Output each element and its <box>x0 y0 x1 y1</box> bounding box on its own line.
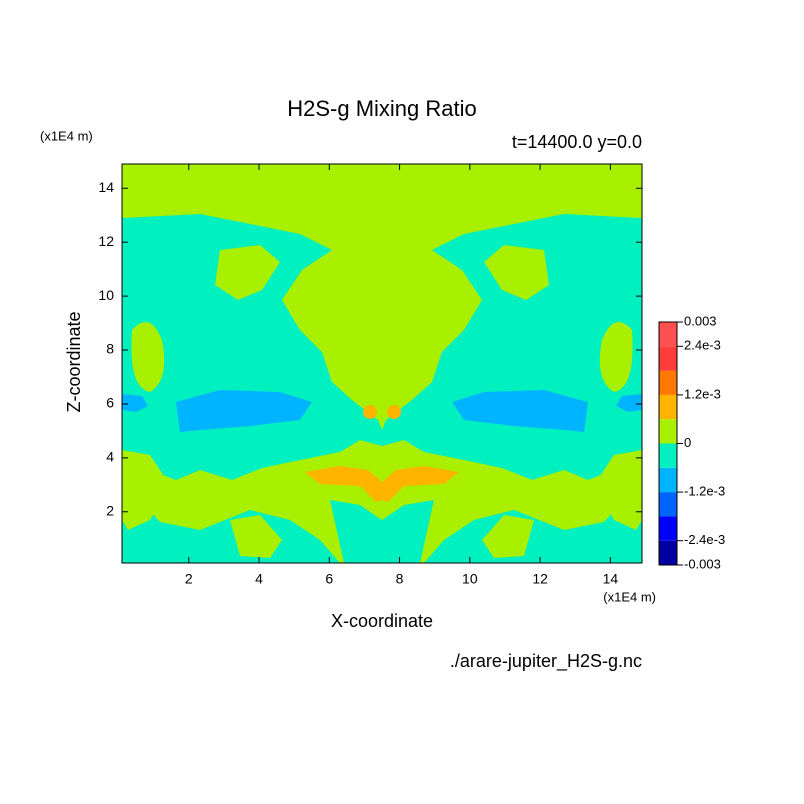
field-region <box>122 214 382 563</box>
colorbar-tick-label: -0.003 <box>684 556 721 571</box>
colorbar-tick-label: 2.4e-3 <box>684 338 721 353</box>
x-tick-label: 8 <box>396 571 404 587</box>
source-file: ./arare-jupiter_H2S-g.nc <box>450 651 642 672</box>
colorbar-band <box>659 370 677 395</box>
y-tick-label: 14 <box>98 179 114 195</box>
y-tick-label: 8 <box>106 341 114 357</box>
colorbar-tick-label: 0 <box>684 435 691 450</box>
colorbar-band <box>659 394 677 420</box>
x-unit: (x1E4 m) <box>603 589 656 604</box>
y-axis-label: Z-coordinate <box>64 311 84 412</box>
colorbar-band <box>659 467 677 493</box>
field-region <box>215 245 280 300</box>
field-region <box>122 450 170 530</box>
colorbar-tick-label: -2.4e-3 <box>684 532 725 547</box>
colorbar-band <box>659 492 677 517</box>
x-tick-label: 6 <box>325 571 333 587</box>
y-unit: (x1E4 m) <box>40 128 93 143</box>
colorbar-band <box>659 346 677 371</box>
x-tick-label: 4 <box>255 571 263 587</box>
field-region <box>230 515 282 558</box>
x-tick-label: 2 <box>185 571 193 587</box>
colorbar-band <box>659 540 677 565</box>
x-axis-label: X-coordinate <box>331 611 433 631</box>
colorbar-tick-label: 1.2e-3 <box>684 386 721 401</box>
y-tick-label: 10 <box>98 287 114 303</box>
colorbar-tick-label: -1.2e-3 <box>684 484 725 499</box>
x-tick-label: 12 <box>532 571 548 587</box>
field-region <box>305 466 382 502</box>
colorbar-band <box>659 419 677 444</box>
colorbar-band <box>659 443 677 468</box>
colorbar-band <box>659 322 677 347</box>
y-tick-label: 12 <box>98 233 114 249</box>
x-tick-label: 14 <box>603 571 619 587</box>
field-region <box>131 322 165 392</box>
field-region <box>363 405 377 419</box>
field-half <box>122 214 382 563</box>
chart-title: H2S-g Mixing Ratio <box>287 96 477 121</box>
field-region <box>176 390 312 432</box>
plot-frame <box>121 163 643 564</box>
colorbar-tick-label: 0.003 <box>684 313 717 328</box>
x-tick-label: 10 <box>462 571 478 587</box>
contour-field <box>122 164 642 563</box>
colorbar-band <box>659 516 677 541</box>
y-tick-label: 4 <box>106 449 114 465</box>
field-region <box>330 500 382 563</box>
subtitle: t=14400.0 y=0.0 <box>512 132 642 152</box>
y-tick-label: 6 <box>106 395 114 411</box>
y-tick-label: 2 <box>106 502 114 518</box>
field-region <box>122 394 148 412</box>
